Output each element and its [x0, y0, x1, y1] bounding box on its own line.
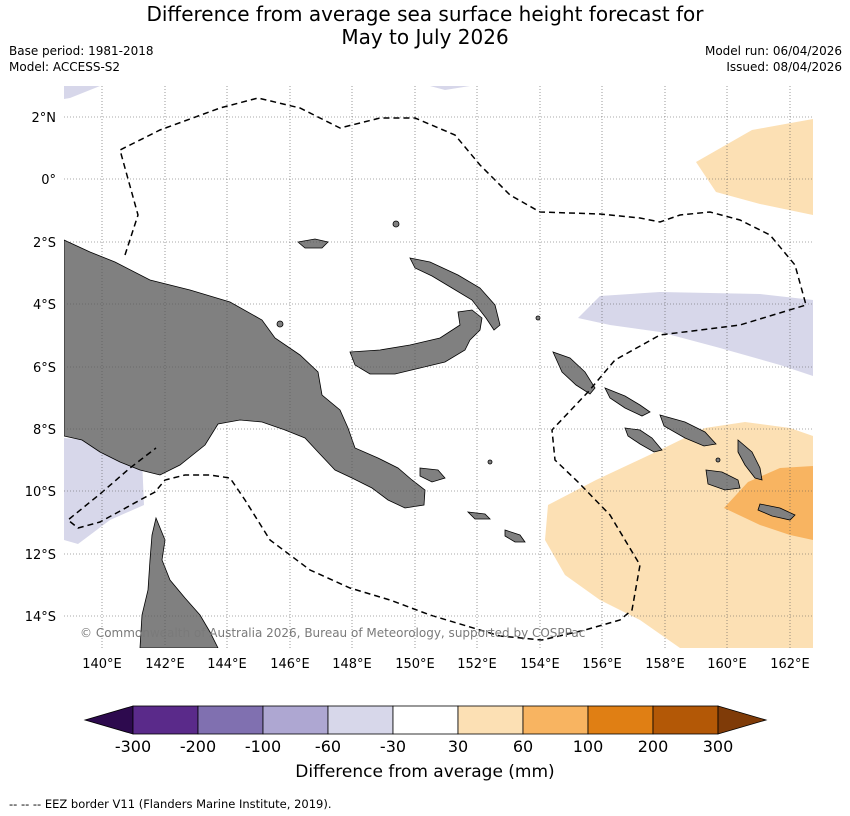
- landmasses: [64, 220, 796, 648]
- title-line-1: Difference from average sea surface heig…: [146, 2, 704, 26]
- anomaly-pos-se-inner: [724, 466, 813, 540]
- anomaly-pos-se: [545, 422, 813, 648]
- land-islet-4: [535, 315, 541, 321]
- colorbar-tick: 100: [573, 737, 604, 756]
- gridlines: [64, 86, 813, 648]
- lon-label: 154°E: [520, 657, 560, 672]
- title-line-2: May to July 2026: [341, 25, 509, 49]
- colorbar-extend-high: [717, 705, 768, 735]
- colorbar-segment: [132, 705, 199, 735]
- lat-label: 14°S: [25, 610, 56, 625]
- colorbar-tick: -100: [245, 737, 281, 756]
- lon-label: 150°E: [395, 657, 435, 672]
- land-cape-york: [139, 516, 219, 648]
- lat-label: 4°S: [33, 298, 56, 313]
- eez-border-png: [66, 97, 807, 641]
- colorbar-segment: [327, 705, 394, 735]
- lat-label: 8°S: [33, 423, 56, 438]
- colorbar-tick: 30: [448, 737, 468, 756]
- lat-label: 6°S: [33, 361, 56, 376]
- lon-label: 148°E: [332, 657, 372, 672]
- colorbar-segment: [457, 705, 524, 735]
- land-new-guinea: [64, 239, 426, 509]
- land-guadalcanal: [705, 469, 741, 491]
- lat-label: 10°S: [25, 485, 56, 500]
- land-fergusson: [419, 467, 446, 483]
- lon-label: 140°E: [82, 657, 122, 672]
- land-islet-3: [715, 457, 721, 463]
- colorbar-tick: -200: [180, 737, 216, 756]
- lon-label: 160°E: [707, 657, 747, 672]
- lat-label: 2°S: [33, 236, 56, 251]
- colorbar-label: Difference from average (mm): [295, 762, 555, 782]
- lon-label: 142°E: [145, 657, 185, 672]
- land-santa-isabel: [659, 414, 717, 447]
- colorbar-segment: [587, 705, 654, 735]
- model-name: Model: ACCESS-S2: [9, 60, 121, 74]
- land-new-ireland: [409, 257, 501, 331]
- colorbar-tick: 200: [638, 737, 669, 756]
- land-islet-5: [487, 459, 493, 465]
- map-title: Difference from average sea surface heig…: [0, 3, 850, 49]
- lon-label: 156°E: [582, 657, 622, 672]
- colorbar-tick: -30: [380, 737, 406, 756]
- issued-date: Issued: 08/04/2026: [726, 60, 842, 74]
- colorbar-segment: [197, 705, 264, 735]
- lat-axis: 2°N 0° 2°S 4°S 6°S 8°S 10°S 12°S 14°S: [25, 111, 56, 625]
- land-manus: [297, 238, 329, 249]
- land-new-georgia: [624, 427, 663, 453]
- land-choiseul: [604, 387, 651, 417]
- eez-legend-note: -- -- -- EEZ border V11 (Flanders Marine…: [9, 797, 332, 811]
- anomaly-pos-ne: [696, 119, 813, 215]
- lon-label: 152°E: [457, 657, 497, 672]
- anomaly-neg-top-right: [430, 86, 470, 90]
- colorbar-ticks: -300 -200 -100 -60 -30 30 60 100 200 300: [115, 737, 733, 756]
- meta-left: Base period: 1981-2018 Model: ACCESS-S2: [9, 43, 154, 75]
- colorbar-tick: 300: [703, 737, 734, 756]
- land-bougainville: [552, 351, 596, 395]
- lon-axis: 140°E 142°E 144°E 146°E 148°E 150°E 152°…: [82, 657, 810, 672]
- land-islet-2: [392, 220, 400, 228]
- colorbar-segment: [392, 705, 459, 735]
- anomaly-neg-east: [578, 292, 813, 376]
- lon-label: 144°E: [207, 657, 247, 672]
- map-area: © Commonwealth of Australia 2026, Bureau…: [64, 86, 813, 648]
- eez-border: [66, 97, 807, 641]
- colorbar-segment: [262, 705, 329, 735]
- colorbar-tick: -60: [315, 737, 341, 756]
- land-misima: [466, 511, 491, 520]
- copyright-note: © Commonwealth of Australia 2026, Bureau…: [80, 626, 585, 640]
- lon-label: 162°E: [770, 657, 810, 672]
- lon-label: 146°E: [270, 657, 310, 672]
- lon-label: 158°E: [645, 657, 685, 672]
- base-period: Base period: 1981-2018: [9, 44, 154, 58]
- land-islet-1: [276, 320, 284, 328]
- colorbar-tick: 60: [513, 737, 533, 756]
- land-makira: [757, 503, 796, 521]
- colorbar-tick: -300: [115, 737, 151, 756]
- land-rossel: [504, 529, 526, 543]
- model-run: Model run: 06/04/2026: [704, 44, 842, 58]
- colorbar-segment: [652, 705, 719, 735]
- colorbar-segment: [522, 705, 589, 735]
- land-new-britain: [349, 309, 483, 375]
- land-malaita: [737, 439, 763, 481]
- anomaly-neg-top-left: [64, 86, 100, 99]
- lat-label: 12°S: [25, 548, 56, 563]
- colorbar-extend-low: [83, 705, 134, 735]
- meta-right: Model run: 06/04/2026 Issued: 08/04/2026: [705, 43, 842, 75]
- lat-label: 0°: [41, 173, 56, 188]
- lat-label: 2°N: [32, 111, 57, 126]
- colorbar: -300 -200 -100 -60 -30 30 60 100 200 300: [83, 705, 768, 756]
